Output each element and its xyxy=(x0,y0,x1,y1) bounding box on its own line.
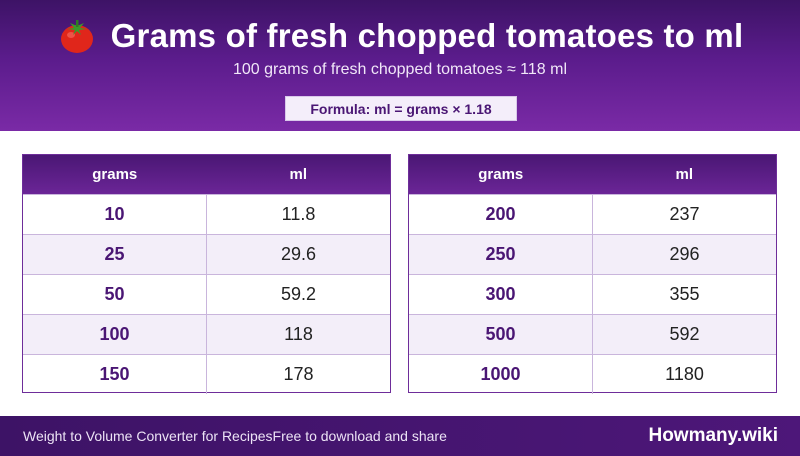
grams-cell: 500 xyxy=(409,315,593,354)
footer-tagline: Weight to Volume Converter for RecipesFr… xyxy=(23,428,447,444)
column-header-ml: ml xyxy=(289,166,307,183)
table-row: 1000 1180 xyxy=(409,354,776,394)
column-header-ml: ml xyxy=(675,166,693,183)
header-banner: Grams of fresh chopped tomatoes to ml 10… xyxy=(0,0,800,131)
grams-cell: 300 xyxy=(409,275,593,314)
ml-cell: 592 xyxy=(669,324,700,344)
grams-cell: 250 xyxy=(409,235,593,274)
table-row: 10 11.8 xyxy=(23,194,390,234)
ml-cell: 118 xyxy=(284,324,313,344)
grams-cell: 50 xyxy=(23,275,207,314)
page-title: Grams of fresh chopped tomatoes to ml xyxy=(110,17,744,54)
table-row: 200 237 xyxy=(409,194,776,234)
brand-link[interactable]: Howmany.wiki xyxy=(648,425,778,446)
ml-cell: 29.6 xyxy=(280,244,317,264)
ml-cell: 1180 xyxy=(665,364,704,384)
title-row: Grams of fresh chopped tomatoes to ml xyxy=(0,14,800,58)
table-row: 100 118 xyxy=(23,314,390,354)
table-row: 250 296 xyxy=(409,234,776,274)
ml-cell: 178 xyxy=(283,364,314,384)
conversion-table-right: grams ml 200 237 250 296 300 355 500 592… xyxy=(408,154,777,394)
formula-badge: Formula: ml = grams × 1.18 xyxy=(285,96,517,121)
table-row: 150 178 xyxy=(23,354,390,394)
ml-cell: 11.8 xyxy=(281,204,316,224)
conversion-table-left: grams ml 10 11.8 25 29.6 50 59.2 100 118… xyxy=(22,154,391,394)
grams-cell: 150 xyxy=(23,355,207,394)
grams-cell: 100 xyxy=(23,315,207,354)
column-header-grams: grams xyxy=(92,166,138,183)
ml-cell: 237 xyxy=(669,204,700,224)
table-row: 25 29.6 xyxy=(23,234,390,274)
subtitle: 100 grams of fresh chopped tomatoes ≈ 11… xyxy=(233,61,567,78)
grams-cell: 200 xyxy=(409,195,593,234)
table-row: 300 355 xyxy=(409,274,776,314)
ml-cell: 59.2 xyxy=(280,284,317,304)
grams-cell: 1000 xyxy=(409,355,593,394)
column-header-grams: grams xyxy=(478,166,524,183)
ml-cell: 355 xyxy=(669,284,700,304)
grams-cell: 25 xyxy=(23,235,207,274)
ml-cell: 296 xyxy=(669,244,700,264)
table-row: 50 59.2 xyxy=(23,274,390,314)
table-header: grams ml xyxy=(23,155,390,194)
tomato-icon xyxy=(57,16,97,56)
grams-cell: 10 xyxy=(23,195,207,234)
table-row: 500 592 xyxy=(409,314,776,354)
table-header: grams ml xyxy=(409,155,776,194)
footer-bar: Weight to Volume Converter for RecipesFr… xyxy=(0,416,800,456)
